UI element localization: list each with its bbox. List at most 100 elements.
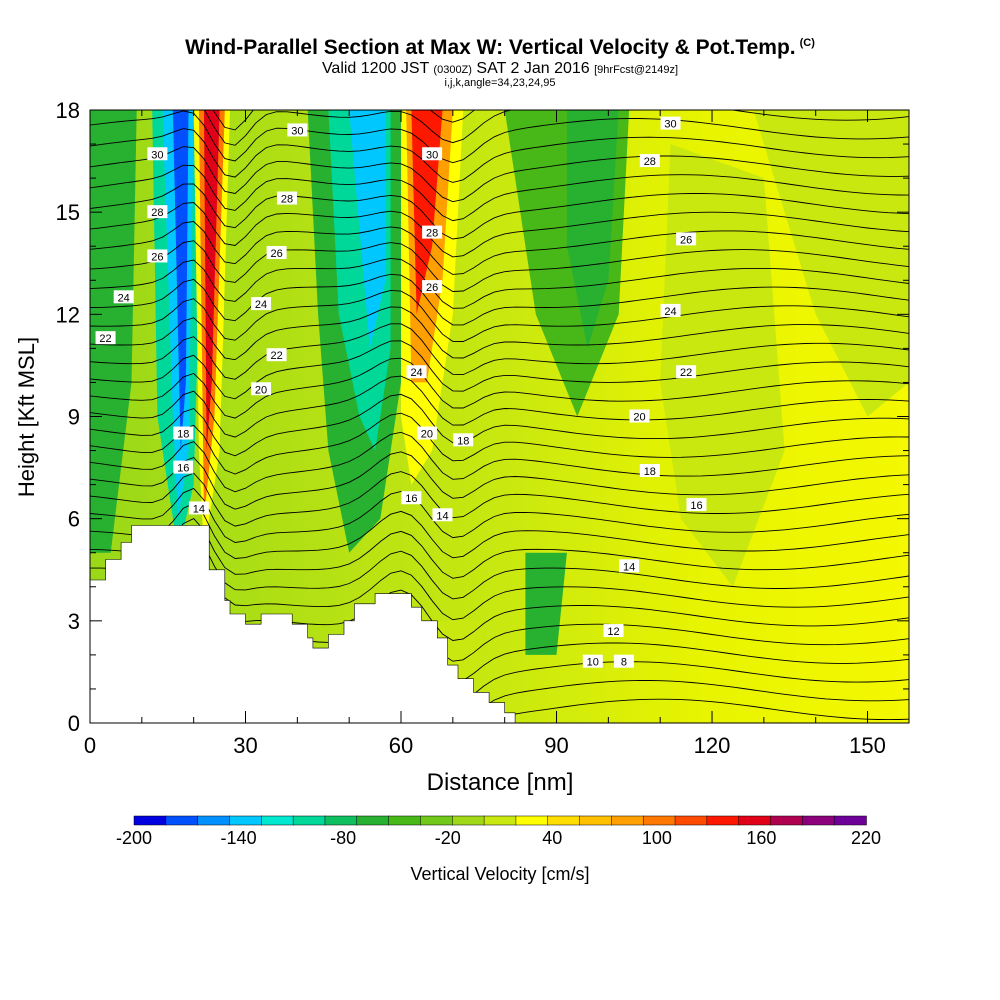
theta-contour <box>90 518 909 579</box>
theta-contour <box>90 471 909 527</box>
velocity-band <box>753 110 909 417</box>
x-tick-label: 90 <box>544 733 568 758</box>
colorbar-swatch <box>738 815 772 826</box>
x-tick-label: 0 <box>84 733 96 758</box>
contour-label: 18 <box>644 466 656 478</box>
contour-label-box <box>676 365 697 379</box>
contour-label: 28 <box>426 228 438 240</box>
colorbar-swatch <box>770 815 804 826</box>
contour-label: 30 <box>151 149 163 161</box>
contour-label-box <box>406 365 427 379</box>
theta-contour <box>90 375 909 438</box>
theta-contour <box>90 202 909 258</box>
colorbar-swatch <box>674 815 708 826</box>
colorbar-swatch <box>515 815 549 826</box>
colorbar-label: Vertical Velocity [cm/s] <box>410 864 589 884</box>
x-tick-label: 150 <box>849 733 886 758</box>
colorbar-swatch <box>165 815 199 826</box>
theta-contour <box>90 240 909 292</box>
colorbar-swatch <box>547 815 581 826</box>
velocity-band <box>411 110 443 315</box>
theta-contour <box>90 393 909 457</box>
colorbar-swatch <box>388 815 422 826</box>
theta-contour <box>90 257 909 309</box>
theta-contour <box>90 273 909 326</box>
contour-label: 26 <box>151 251 163 263</box>
theta-contour <box>90 221 909 275</box>
contour-label-box <box>416 426 437 440</box>
contour-label: 22 <box>270 350 282 362</box>
colorbar: -200 -140 -80 -20 40 100 160 220 <box>116 815 881 848</box>
colorbar-tick-label: 220 <box>851 828 881 848</box>
contour-label: 14 <box>193 503 205 515</box>
colorbar-tick-label: -200 <box>116 828 152 848</box>
colorbar-swatch <box>292 815 326 826</box>
contour-label-box <box>188 501 209 515</box>
y-tick-label: 9 <box>68 405 80 430</box>
theta-contour <box>90 502 909 559</box>
contour-label: 28 <box>151 207 163 219</box>
contour-label: 22 <box>680 367 692 379</box>
colorbar-swatch <box>452 815 485 826</box>
contour-label-box <box>401 491 422 505</box>
colorbar-swatch <box>420 815 454 826</box>
contour-label-box <box>613 654 634 668</box>
contour-label-box <box>582 654 603 668</box>
y-tick-label: 18 <box>56 98 80 123</box>
contour-label: 30 <box>291 125 303 137</box>
axes: 0 30 60 90 120 150 0 3 6 9 12 15 18 <box>56 98 909 758</box>
colorbar-tick-label: 100 <box>642 828 672 848</box>
chart-title: Wind-Parallel Section at Max W: Vertical… <box>185 36 815 59</box>
colorbar-swatch <box>229 815 263 826</box>
contour-label: 14 <box>623 561 635 573</box>
contour-label-box <box>422 280 443 294</box>
theta-contour <box>90 548 909 621</box>
contour-label: 28 <box>644 156 656 168</box>
theta-contour <box>90 451 909 510</box>
contour-label-box <box>113 290 134 304</box>
contour-label: 30 <box>664 119 676 131</box>
contour-label: 8 <box>621 657 627 669</box>
theta-contour <box>90 164 909 222</box>
colorbar-swatch <box>483 815 517 826</box>
contour-label: 20 <box>633 412 645 424</box>
theta-contours <box>90 110 909 723</box>
contour-label-box <box>276 191 297 205</box>
colorbar-tick-label: -80 <box>330 828 356 848</box>
contour-label: 20 <box>421 429 433 441</box>
contour-label: 26 <box>680 234 692 246</box>
contour-label-box <box>147 147 168 161</box>
velocity-field <box>90 110 909 689</box>
contour-label: 16 <box>405 493 417 505</box>
velocity-band <box>349 110 386 349</box>
colorbar-swatch <box>706 815 740 826</box>
contour-label-box <box>422 147 443 161</box>
terrain-mask <box>90 525 516 723</box>
velocity-band <box>525 552 567 655</box>
contour-label-box <box>173 426 194 440</box>
contour-label: 16 <box>690 500 702 512</box>
contour-label-box <box>251 297 272 311</box>
contour-label-box <box>686 498 707 512</box>
contour-label: 30 <box>426 149 438 161</box>
contour-label: 24 <box>255 299 267 311</box>
theta-contour <box>90 110 909 164</box>
contour-label: 18 <box>177 429 189 441</box>
theta-contour <box>90 128 909 183</box>
contour-label-box <box>629 409 650 423</box>
contour-label: 26 <box>426 282 438 294</box>
contour-label: 14 <box>436 510 448 522</box>
colorbar-swatch <box>611 815 644 826</box>
theta-contour <box>90 487 909 543</box>
contour-label-box <box>453 433 474 447</box>
colorbar-swatch <box>802 815 835 826</box>
contour-label-box <box>660 116 681 130</box>
theta-contour <box>203 110 909 146</box>
y-tick-label: 12 <box>56 302 80 327</box>
theta-contour <box>90 340 909 400</box>
contour-label-box <box>95 331 116 345</box>
contour-label-box <box>266 348 287 362</box>
contour-label-box <box>619 559 640 573</box>
contour-label: 22 <box>99 333 111 345</box>
contour-label-box <box>147 249 168 263</box>
